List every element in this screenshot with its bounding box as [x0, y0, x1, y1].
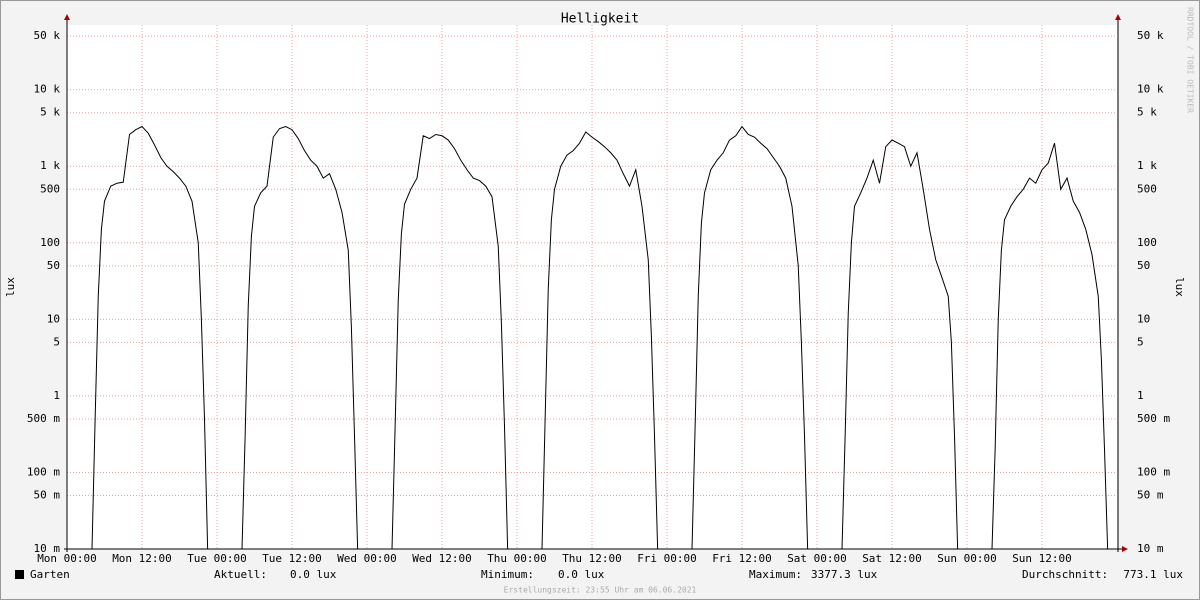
- stat-value: 0.0 lux: [558, 568, 605, 581]
- x-tick-label: Wed 00:00: [337, 552, 397, 565]
- y-tick-label: 1 k: [40, 159, 60, 172]
- y-tick-label: 5: [53, 335, 60, 348]
- y-axis-label: lux: [4, 277, 17, 297]
- series-line: [91, 125, 1109, 550]
- y-tick-label: 50 k: [34, 29, 61, 42]
- x-tick-label: Mon 12:00: [112, 552, 172, 565]
- y-tick-label-right: 5 k: [1137, 106, 1157, 119]
- legend-swatch: [15, 570, 24, 579]
- y-tick-label-right: 50: [1137, 259, 1150, 272]
- legend-label: Garten: [30, 568, 70, 581]
- y-tick-label: 10 k: [34, 83, 61, 96]
- x-tick-label: Tue 12:00: [262, 552, 322, 565]
- y-tick-label-right: 1: [1137, 389, 1144, 402]
- watermark: RRDTOOL / TOBI OETIKER: [1186, 7, 1195, 113]
- y-tick-label: 10 m: [34, 542, 61, 555]
- y-tick-label-right: 100: [1137, 236, 1157, 249]
- stat-label: Minimum:: [481, 568, 534, 581]
- x-tick-label: Fri 00:00: [637, 552, 697, 565]
- axis-arrow: [64, 14, 70, 20]
- chart-title: Helligkeit: [561, 12, 639, 27]
- axis-arrow: [1115, 14, 1121, 20]
- y-tick-label: 100 m: [27, 465, 60, 478]
- footer: Erstellungszeit: 23:55 Uhr am 06.06.2021: [504, 586, 697, 595]
- y-tick-label-right: 500: [1137, 182, 1157, 195]
- y-tick-label: 100: [40, 236, 60, 249]
- x-tick-label: Mon 00:00: [37, 552, 97, 565]
- x-tick-label: Fri 12:00: [712, 552, 772, 565]
- y-tick-label: 50: [47, 259, 60, 272]
- y-tick-label-right: 50 m: [1137, 488, 1164, 501]
- x-tick-label: Thu 12:00: [562, 552, 622, 565]
- y-tick-label-right: 500 m: [1137, 412, 1170, 425]
- x-tick-label: Sat 12:00: [862, 552, 922, 565]
- stat-value: 3377.3 lux: [811, 568, 878, 581]
- y-tick-label: 10: [47, 312, 60, 325]
- y-tick-label-right: 1 k: [1137, 159, 1157, 172]
- y-tick-label-right: 50 k: [1137, 29, 1164, 42]
- stat-label: Durchschnitt:: [1022, 568, 1108, 581]
- y-tick-label: 50 m: [34, 488, 61, 501]
- y-tick-label-right: 10 m: [1137, 542, 1164, 555]
- x-tick-label: Tue 00:00: [187, 552, 247, 565]
- y-axis-label-right: lux: [1173, 277, 1186, 297]
- x-tick-label: Sat 00:00: [787, 552, 847, 565]
- y-tick-label-right: 5: [1137, 335, 1144, 348]
- y-tick-label: 500 m: [27, 412, 60, 425]
- stat-label: Aktuell:: [214, 568, 267, 581]
- y-tick-label: 5 k: [40, 106, 60, 119]
- stat-value: 773.1 lux: [1123, 568, 1183, 581]
- stat-label: Maximum:: [749, 568, 802, 581]
- y-tick-label: 500: [40, 182, 60, 195]
- stat-value: 0.0 lux: [290, 568, 337, 581]
- y-tick-label: 1: [53, 389, 60, 402]
- x-tick-label: Sun 12:00: [1012, 552, 1072, 565]
- x-tick-label: Thu 00:00: [487, 552, 547, 565]
- axis-arrow: [1122, 546, 1128, 552]
- y-tick-label-right: 10: [1137, 312, 1150, 325]
- x-tick-label: Sun 00:00: [937, 552, 997, 565]
- y-tick-label-right: 100 m: [1137, 465, 1170, 478]
- x-tick-label: Wed 12:00: [412, 552, 472, 565]
- y-tick-label-right: 10 k: [1137, 83, 1164, 96]
